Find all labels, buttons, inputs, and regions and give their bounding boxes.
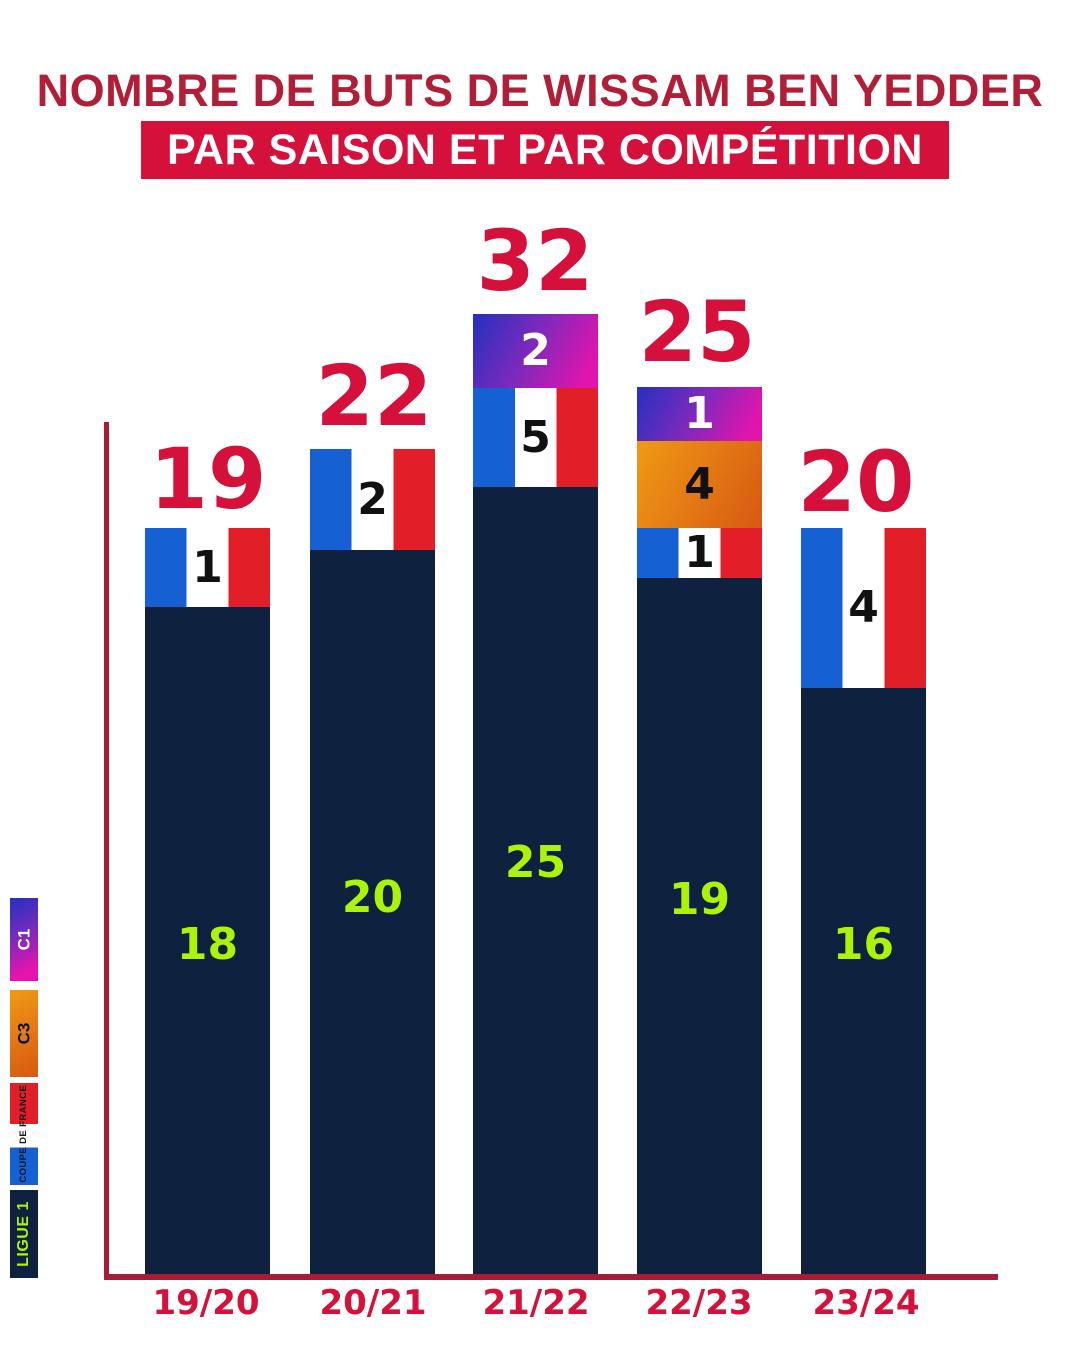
segment-ligue-1: 19 (637, 578, 762, 1274)
total-label-23-24: 20 (797, 433, 915, 531)
category-label-20-21: 20/21 (319, 1283, 427, 1323)
legend-label-c1: C1 (14, 928, 34, 951)
segment-value: 4 (684, 458, 715, 510)
segment-value: 25 (504, 836, 567, 888)
segment-coupe-de-france: 1 (637, 528, 762, 578)
segment-c1: 1 (637, 387, 762, 441)
segment-ligue-1: 16 (801, 688, 926, 1274)
segment-value: 1 (192, 541, 223, 593)
category-label-22-23: 22/23 (645, 1283, 753, 1323)
total-label-20-21: 22 (315, 347, 433, 445)
bar-23-24: 4 16 (801, 528, 926, 1274)
legend-item-coupe-de-france: COUPE DE FRANCE (10, 1083, 38, 1185)
segment-ligue-1: 18 (145, 607, 270, 1274)
segment-value: 1 (684, 527, 715, 578)
segment-ligue-1: 20 (310, 550, 435, 1274)
page-title: NOMBRE DE BUTS DE WISSAM BEN YEDDER (36, 65, 1044, 116)
segment-value: 18 (176, 918, 239, 970)
bar-22-23: 1 4 1 19 (637, 387, 762, 1274)
category-label-19-20: 19/20 (152, 1283, 260, 1323)
segment-coupe-de-france: 1 (145, 528, 270, 607)
legend-item-c3: C3 (10, 990, 38, 1077)
segment-ligue-1: 25 (473, 487, 598, 1274)
legend-label-ligue-1: LIGUE 1 (15, 1201, 33, 1267)
segment-coupe-de-france: 2 (310, 449, 435, 550)
segment-coupe-de-france: 4 (801, 528, 926, 688)
bar-19-20: 1 18 (145, 528, 270, 1274)
segment-value: 4 (848, 582, 879, 633)
legend-label-c3: C3 (14, 1022, 34, 1045)
segment-coupe-de-france: 5 (473, 388, 598, 487)
legend-item-c1: C1 (10, 898, 38, 981)
segment-c1: 2 (473, 314, 598, 388)
segment-value: 2 (357, 473, 388, 525)
legend-item-ligue-1: LIGUE 1 (10, 1190, 38, 1278)
x-axis-line (104, 1274, 998, 1280)
total-label-21-22: 32 (476, 212, 594, 310)
segment-value: 19 (668, 874, 731, 925)
y-axis-line (104, 422, 109, 1280)
segment-value: 2 (520, 325, 551, 376)
category-label-23-24: 23/24 (812, 1283, 920, 1323)
segment-value: 20 (341, 872, 404, 923)
segment-c3: 4 (637, 441, 762, 528)
segment-value: 1 (684, 388, 715, 439)
bar-20-21: 2 20 (310, 449, 435, 1274)
total-label-22-23: 25 (638, 283, 756, 381)
legend-label-coupe-de-france: COUPE DE FRANCE (18, 1085, 30, 1183)
subtitle-banner: PAR SAISON ET PAR COMPÉTITION (141, 121, 949, 179)
segment-value: 5 (520, 411, 551, 463)
category-label-21-22: 21/22 (482, 1283, 590, 1323)
segment-value: 16 (832, 919, 895, 970)
bar-21-22: 2 5 25 (473, 314, 598, 1274)
total-label-19-20: 19 (149, 430, 267, 528)
